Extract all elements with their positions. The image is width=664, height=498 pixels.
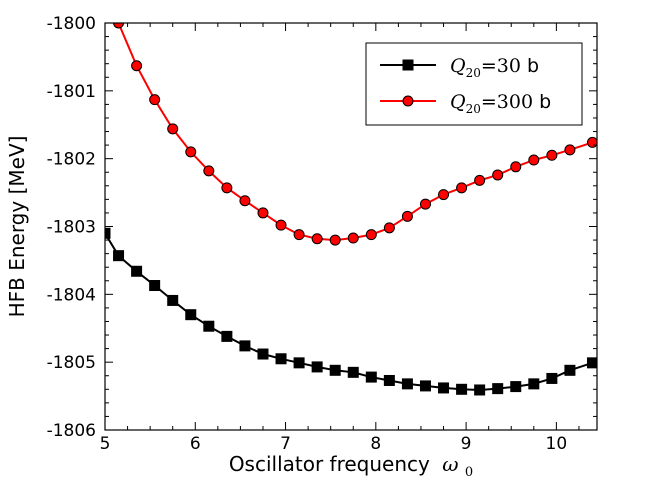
axis-ticks (104, 22, 597, 431)
data-point (492, 383, 504, 395)
legend-marker (402, 95, 414, 107)
data-point (365, 371, 377, 383)
y-tick-label: -1806 (47, 421, 96, 441)
data-point (203, 320, 215, 332)
data-point (438, 382, 450, 394)
x-tick-label: 5 (100, 434, 111, 454)
legend-entry-unit: b (533, 91, 551, 113)
data-point (419, 198, 431, 210)
data-point (185, 146, 197, 158)
data-point (105, 227, 111, 239)
x-tick-label: 9 (461, 434, 472, 454)
data-point (474, 384, 486, 396)
data-point (586, 357, 597, 369)
series-layer (105, 23, 597, 396)
data-point (149, 280, 161, 292)
data-point (257, 348, 269, 360)
y-tick-label: -1801 (47, 82, 96, 102)
data-point (257, 207, 269, 219)
x-tick-label: 6 (190, 434, 201, 454)
data-point (221, 330, 233, 342)
legend-entry-unit: b (521, 55, 539, 77)
legend-entry: Q20=300 b (450, 91, 551, 116)
data-point (311, 361, 323, 373)
data-point (528, 378, 540, 390)
data-point (203, 165, 215, 177)
y-tick-label: -1800 (47, 14, 96, 34)
data-point (438, 189, 450, 201)
x-axis-label-subscript: 0 (465, 465, 473, 480)
x-tick-label: 7 (280, 434, 291, 454)
x-tick-label: 8 (370, 434, 381, 454)
legend-entry: Q20=30 b (450, 55, 539, 80)
data-point (275, 353, 287, 365)
legend-entry-subscript: 20 (466, 66, 481, 80)
x-axis-label-symbol: ω (442, 452, 458, 476)
data-point (131, 265, 143, 277)
legend-box (365, 42, 583, 126)
data-point (347, 232, 359, 244)
y-tick-label: -1805 (47, 353, 96, 373)
data-point (329, 234, 341, 246)
legend-entry-symbol: Q (450, 91, 466, 113)
tick-labels: 5 6 7 8 9 10 -1806 -1805 -1804 -1803 -1802 -1801 -18… (47, 14, 568, 454)
x-tick-label: 10 (546, 434, 568, 454)
data-point (275, 219, 287, 231)
data-point (293, 229, 305, 241)
data-point (528, 154, 540, 166)
x-axis-label: Oscillator frequency ω 0 (229, 452, 473, 480)
data-point (311, 233, 323, 245)
data-point (586, 136, 597, 148)
y-tick-label: -1804 (47, 285, 96, 305)
data-point (131, 60, 143, 72)
data-point (239, 195, 251, 207)
data-point (419, 380, 431, 392)
data-point (546, 149, 558, 161)
data-point (167, 294, 179, 306)
data-point (510, 161, 522, 173)
legend-entry-symbol: Q (450, 55, 466, 77)
y-tick-label: -1803 (47, 218, 96, 238)
data-point (167, 123, 179, 135)
legend-marker (402, 59, 414, 71)
data-point (293, 357, 305, 369)
data-point (329, 364, 341, 376)
data-point (383, 374, 395, 386)
x-axis-label-text: Oscillator frequency (229, 452, 430, 476)
data-point (365, 229, 377, 241)
data-point (113, 23, 125, 29)
data-point (113, 250, 125, 262)
data-point (456, 383, 468, 395)
data-point (239, 340, 251, 352)
legend-entry-subscript: 20 (466, 102, 481, 116)
legend-entry-value: =300 (481, 91, 533, 113)
data-point (185, 309, 197, 321)
data-point (221, 182, 233, 194)
data-point (383, 222, 395, 234)
data-point (401, 378, 413, 390)
series-line-0 (105, 232, 593, 392)
data-point (564, 364, 576, 376)
data-point (347, 366, 359, 378)
data-point (474, 174, 486, 186)
y-tick-label: -1802 (47, 150, 96, 170)
legend-entry-value: =30 (481, 55, 521, 77)
y-axis-label: HFB Energy [MeV] (5, 136, 29, 318)
data-point (492, 169, 504, 181)
data-point (510, 381, 522, 393)
data-point (401, 210, 413, 222)
data-point (564, 144, 576, 156)
data-point (456, 182, 468, 194)
data-point (546, 372, 558, 384)
data-point (149, 94, 161, 106)
